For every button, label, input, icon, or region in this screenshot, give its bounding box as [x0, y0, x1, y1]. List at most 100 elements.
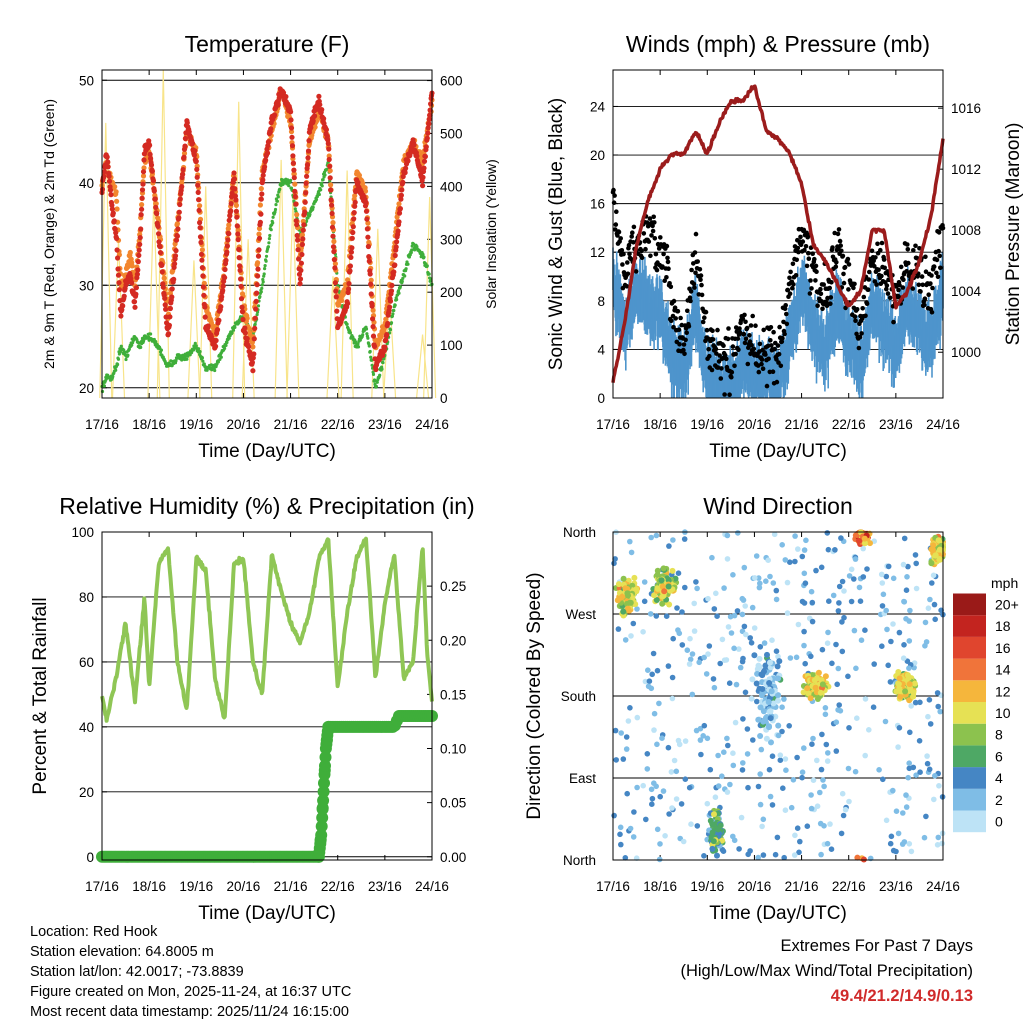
temp-series-point-9m-t: [181, 150, 188, 156]
wind-direction-point: [651, 592, 658, 599]
temp-series-point-2m-t: [105, 164, 111, 170]
temp-series-point-9m-t: [352, 193, 358, 199]
temp-series-point-2m-td: [323, 173, 327, 177]
wind-direction-point: [775, 675, 782, 682]
temp-series-point-2m-td: [319, 188, 323, 192]
wind-direction-point: [907, 607, 913, 614]
wind-direction-point: [927, 596, 933, 603]
wind-direction-point: [630, 834, 637, 840]
temp-series-point-2m-t: [292, 188, 298, 194]
temp-series-point-2m-td: [174, 359, 178, 363]
wind-direction-point: [888, 638, 894, 645]
temp-series-point-2m-t: [109, 206, 115, 212]
temp-series-point-2m-td: [415, 245, 419, 249]
wind-direction-point: [624, 590, 631, 597]
temp-series-point-2m-td: [409, 250, 413, 255]
temp-series-point-9m-t: [256, 231, 262, 237]
wind-direction-point: [674, 605, 680, 611]
temp-series-point-2m-t: [101, 173, 107, 179]
winds-y-axis-label: Sonic Wind & Gust (Blue, Black): [546, 98, 567, 370]
wind-direction-point: [821, 823, 827, 829]
precipitation-point: [317, 794, 330, 807]
wind-direction-point: [649, 795, 656, 802]
wind-direction-point: [862, 752, 868, 759]
wind-direction-point: [779, 704, 785, 710]
temperature-y2-tick-label: 0: [440, 391, 448, 406]
temp-series-point-2m-td: [287, 184, 291, 188]
temp-series-point-2m-t: [387, 304, 393, 310]
temp-series-point-2m-t: [162, 302, 168, 308]
wind-direction-point: [880, 776, 886, 783]
temp-series-point-2m-t: [305, 155, 311, 161]
gust-point: [896, 287, 901, 293]
wind-direction-point: [712, 794, 719, 800]
temp-series-point-2m-t: [346, 281, 352, 287]
temp-series-point-2m-t: [240, 316, 246, 323]
wind-direction-point: [833, 641, 839, 648]
temp-series-point-2m-t: [255, 253, 262, 259]
wind-direction-point: [828, 846, 835, 852]
gust-point: [871, 258, 876, 264]
temp-series-point-2m-td: [200, 356, 204, 360]
temp-series-point-2m-t: [182, 135, 188, 142]
wind-direction-point: [908, 848, 915, 855]
gust-point: [798, 234, 803, 240]
wind-direction-point: [912, 699, 919, 706]
temp-series-point-2m-t: [213, 343, 219, 349]
temp-series-point-2m-td: [274, 203, 278, 207]
wind-direction-point: [701, 654, 707, 661]
gust-point: [830, 245, 835, 250]
wind-direction-point: [910, 764, 917, 771]
wind-direction-point: [644, 766, 651, 772]
wind-direction-point: [694, 823, 701, 829]
winds-y2-tick-label: 1016: [951, 101, 981, 116]
wind-direction-point: [654, 667, 661, 674]
wind-direction-point: [649, 671, 655, 678]
temp-series-point-2m-t: [196, 197, 202, 203]
gust-point: [692, 285, 697, 290]
temp-series-point-2m-t: [106, 178, 113, 184]
temp-series-point-2m-t: [347, 263, 353, 269]
wind-direction-point: [743, 631, 749, 638]
temp-series-point-2m-t: [330, 244, 337, 250]
gust-point: [744, 325, 750, 331]
wind-direction-point: [641, 579, 648, 585]
gust-point: [845, 256, 851, 262]
temp-series-point-2m-td: [391, 312, 395, 316]
temp-series-point-2m-td: [116, 357, 121, 361]
humidity-y-tick-label: 80: [79, 590, 94, 605]
gust-point: [859, 331, 864, 336]
wind-direction-point: [626, 607, 633, 614]
temp-series-point-2m-t: [238, 283, 244, 289]
gust-point: [777, 324, 782, 330]
temp-series-point-2m-t: [234, 223, 240, 229]
temp-series-point-2m-t: [254, 290, 260, 296]
gust-point: [851, 285, 856, 291]
temp-series-point-9m-t: [153, 201, 159, 207]
temp-series-point-2m-td: [348, 331, 352, 335]
temp-series-point-2m-t: [220, 283, 226, 289]
wind-direction-point: [659, 600, 666, 607]
temp-series-point-2m-t: [176, 209, 182, 215]
gust-point: [769, 343, 774, 348]
wind-direction-point: [622, 855, 629, 861]
gust-point: [647, 216, 653, 221]
gust-point: [779, 339, 785, 344]
temp-series-point-2m-t: [389, 282, 395, 288]
wind-direction-point: [740, 597, 747, 603]
gust-point: [749, 342, 754, 348]
temperature-y-axis-label: 2m & 9m T (Red, Orange) & 2m Td (Green): [41, 99, 57, 369]
wind_direction-x-tick-label: 24/16: [926, 879, 960, 894]
gust-point: [784, 311, 789, 317]
wind-direction-point: [660, 788, 667, 794]
gust-point: [935, 274, 941, 280]
gust-point: [725, 336, 731, 342]
temp-series-point-2m-td: [421, 252, 425, 257]
precipitation-point: [319, 751, 332, 764]
gust-point: [652, 236, 658, 241]
wind_direction-y-tick-label: North: [563, 853, 596, 868]
wind-direction-point: [795, 546, 801, 552]
gust-point: [664, 243, 670, 249]
wind-direction-point: [658, 577, 665, 584]
temp-series-point-2m-t: [293, 201, 299, 207]
